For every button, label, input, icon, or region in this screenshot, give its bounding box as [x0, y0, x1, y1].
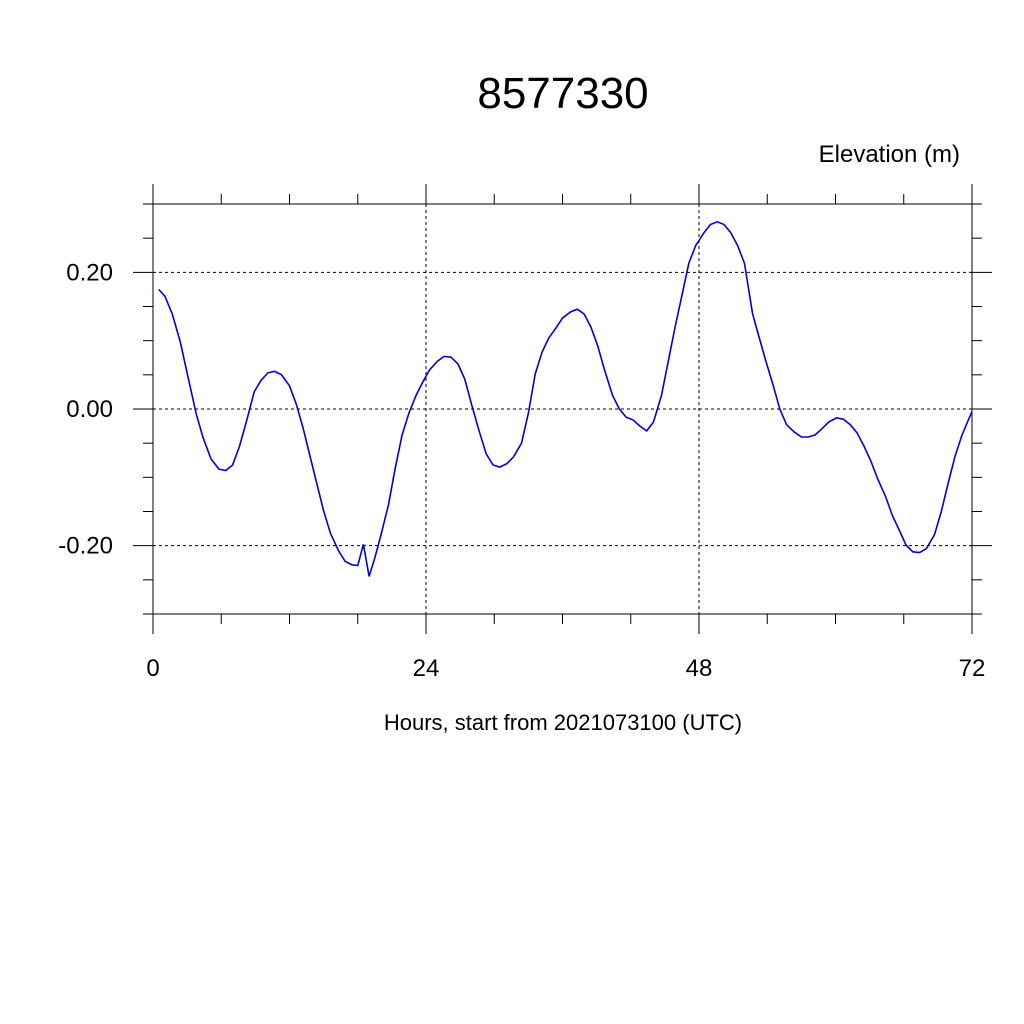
- x-tick-label: 72: [959, 655, 986, 682]
- data-line: [158, 220, 973, 577]
- y-tick-label: -0.20: [58, 533, 113, 560]
- x-tick-label: 48: [686, 655, 713, 682]
- plot-frame: [152, 203, 973, 615]
- y-tick-label: 0.00: [66, 396, 113, 423]
- chart-title: 8577330: [477, 69, 648, 118]
- y-tick-label: 0.20: [66, 259, 113, 286]
- y-axis-label: Elevation (m): [819, 141, 960, 168]
- x-tick-label: 24: [413, 655, 440, 682]
- x-tick-label: 0: [146, 655, 159, 682]
- x-axis-label: Hours, start from 2021073100 (UTC): [384, 710, 742, 735]
